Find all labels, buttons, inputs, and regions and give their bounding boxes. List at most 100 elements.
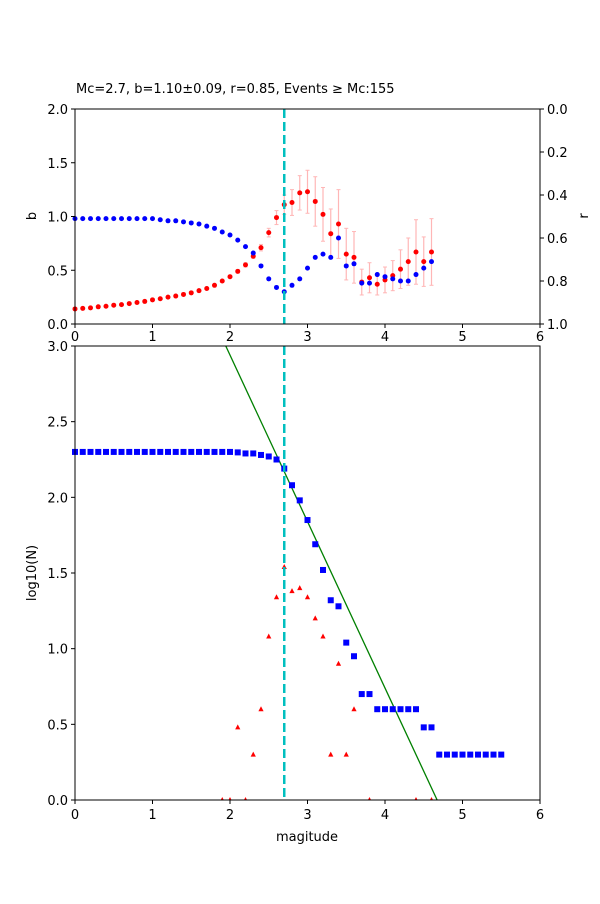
- cumulative-count-point: [312, 541, 319, 548]
- b-value-point: [336, 221, 341, 227]
- cumulative-count-point: [203, 448, 210, 455]
- top-panel-b-r: 0 1 2 3 4 5 6 0.0 0.5 1.0 1.5 2.0 0.0 0.2 0.4 0.6 0.8 1.0: [47, 103, 567, 345]
- y-tick-label: 2.0: [47, 103, 68, 118]
- b-value-point: [405, 259, 411, 265]
- cumulative-count-point: [444, 751, 450, 758]
- b-value-point: [235, 268, 241, 274]
- b-value-point: [188, 290, 194, 296]
- y-tick-label: 1.0: [47, 211, 68, 226]
- b-value-point: [243, 262, 248, 268]
- cumulative-count-point: [320, 566, 326, 573]
- noncumulative-count-point: [414, 797, 418, 800]
- b-value-point: [119, 302, 124, 308]
- cumulative-count-point: [242, 450, 249, 457]
- noncumulative-count-point: [312, 615, 318, 621]
- x-tick-label: 4: [381, 330, 389, 345]
- y-tick-label: 1.5: [47, 157, 68, 172]
- cumulative-count-point: [110, 448, 117, 455]
- cumulative-count-point: [490, 751, 497, 758]
- y-right-tick-label: 0.8: [547, 275, 568, 290]
- noncumulative-count-point: [320, 633, 326, 639]
- b-value-point: [219, 278, 225, 284]
- noncumulative-count-point: [343, 751, 349, 757]
- r-value-point: [243, 244, 248, 250]
- cumulative-count-point: [405, 706, 412, 713]
- r-value-point: [305, 265, 310, 271]
- cumulative-count-point: [289, 482, 295, 489]
- b-value-point: [165, 294, 171, 300]
- top-y-label: b: [25, 212, 40, 220]
- noncumulative-count-point: [367, 797, 372, 800]
- noncumulative-count-point: [281, 563, 287, 569]
- cumulative-count-point: [343, 639, 350, 646]
- x-tick-label: 5: [458, 808, 466, 823]
- r-value-point: [351, 261, 357, 267]
- cumulative-count-point: [498, 751, 505, 758]
- r-value-point: [297, 276, 303, 282]
- r-value-point: [266, 276, 272, 282]
- cumulative-count-point: [95, 448, 102, 455]
- x-tick-label: 6: [536, 808, 544, 823]
- y-right-tick-label: 0.6: [547, 232, 568, 247]
- cumulative-count-point: [134, 448, 140, 455]
- r-value-point: [405, 278, 411, 284]
- r-value-point: [212, 225, 217, 231]
- cumulative-count-point: [103, 448, 109, 455]
- bottom-y-label: log10(N): [25, 545, 40, 601]
- b-value-point: [258, 245, 264, 251]
- r-value-point: [157, 217, 163, 223]
- r-value-point: [367, 280, 372, 286]
- r-value-point: [336, 235, 341, 241]
- noncumulative-count-point: [258, 706, 264, 712]
- y-tick-label: 3.0: [47, 340, 68, 355]
- r-value-point: [150, 216, 155, 222]
- b-value-point: [266, 230, 272, 236]
- top-chart-title: Mc=2.7, b=1.10±0.09, r=0.85, Events ≥ Mc…: [76, 82, 395, 97]
- r-value-point: [382, 274, 388, 280]
- b-value-point: [398, 266, 403, 272]
- cumulative-count-point: [467, 751, 474, 758]
- b-value-point: [421, 259, 427, 265]
- bottom-panel-fmd: 0 1 2 3 4 5 6 0.0 0.5 1.0 1.5 2.0 2.5 3.0: [47, 340, 544, 823]
- b-value-point: [413, 249, 419, 255]
- r-value-point: [111, 216, 117, 222]
- cumulative-count-point: [389, 706, 396, 713]
- b-value-point: [274, 215, 279, 221]
- r-value-point: [235, 237, 241, 243]
- cumulative-count-point: [250, 450, 257, 457]
- y-tick-label: 1.5: [47, 567, 68, 582]
- cumulative-count-point: [126, 448, 133, 455]
- cumulative-count-point: [165, 448, 171, 455]
- b-value-point: [95, 304, 101, 310]
- r-value-point: [312, 254, 318, 260]
- b-value-point: [343, 251, 349, 257]
- cumulative-count-point: [79, 448, 86, 455]
- cumulative-count-point: [397, 706, 404, 713]
- cumulative-count-point: [211, 448, 218, 455]
- cumulative-count-point: [482, 751, 489, 758]
- b-value-point: [157, 296, 163, 302]
- b-value-point: [374, 281, 380, 287]
- y-right-tick-label: 0.4: [547, 189, 568, 204]
- cumulative-count-point: [358, 691, 365, 698]
- b-value-point: [429, 249, 434, 255]
- cumulative-count-point: [374, 706, 381, 713]
- x-tick-label: 1: [148, 330, 156, 345]
- noncumulative-count-point: [228, 797, 232, 800]
- b-value-point: [173, 293, 179, 299]
- r-value-point: [258, 263, 264, 269]
- r-value-point: [119, 216, 124, 222]
- top-y-right-label: r: [577, 213, 592, 219]
- r-value-point: [134, 216, 140, 222]
- cumulative-count-point: [304, 517, 311, 524]
- noncumulative-count-point: [273, 594, 280, 600]
- r-value-point: [181, 219, 186, 225]
- r-value-point: [142, 216, 148, 222]
- b-value-point: [367, 275, 372, 281]
- cumulative-count-point: [219, 448, 226, 455]
- b-value-point: [320, 211, 326, 217]
- y-tick-label: 0.0: [47, 794, 68, 809]
- r-value-point: [374, 272, 380, 278]
- r-value-point: [289, 282, 295, 288]
